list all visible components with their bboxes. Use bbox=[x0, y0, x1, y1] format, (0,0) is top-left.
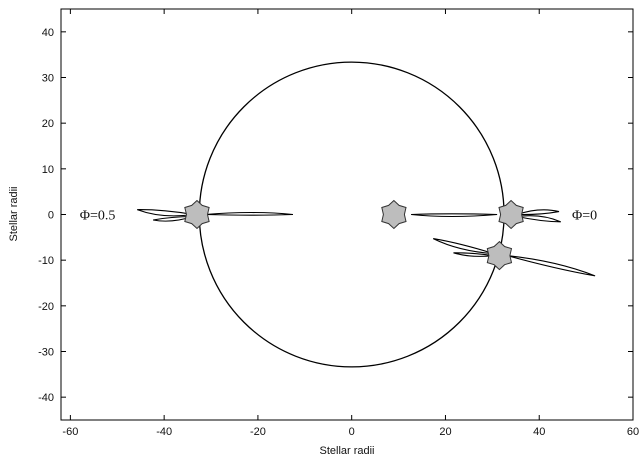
y-tick-label: 30 bbox=[42, 73, 54, 85]
lobe-long-right bbox=[204, 211, 294, 216]
x-tick-label: 60 bbox=[627, 426, 639, 438]
y-tick-label: 20 bbox=[42, 118, 54, 130]
x-tick-label: 40 bbox=[533, 426, 545, 438]
stars bbox=[184, 199, 524, 271]
phase-label: Φ=0 bbox=[572, 209, 597, 224]
lobe-upleft bbox=[432, 238, 494, 255]
plot-frame-group bbox=[60, 8, 634, 421]
lobe-right-lower bbox=[516, 215, 561, 223]
x-axis-title: Stellar radii bbox=[319, 445, 374, 457]
plot-frame bbox=[60, 8, 634, 421]
y-tick-label: 0 bbox=[48, 210, 54, 222]
emission-lobes bbox=[136, 209, 596, 277]
star-marker bbox=[498, 199, 524, 230]
lobe-left-small bbox=[453, 252, 494, 257]
lobe-long-downright bbox=[507, 255, 596, 277]
lobe-left-lower bbox=[153, 215, 194, 222]
y-tick-label: -20 bbox=[38, 301, 54, 313]
y-tick-label: 10 bbox=[42, 164, 54, 176]
y-tick-label: -10 bbox=[38, 255, 54, 267]
lobe-right-upper bbox=[516, 209, 560, 216]
y-ticks: -40 -30 -20 -10 0 10 20 30 40 bbox=[38, 27, 633, 404]
y-tick-label: 40 bbox=[42, 27, 54, 39]
star-marker bbox=[486, 240, 513, 271]
x-tick-label: 0 bbox=[349, 426, 355, 438]
phase-label: Φ=0.5 bbox=[80, 209, 116, 224]
x-tick-label: -20 bbox=[250, 426, 266, 438]
star-marker bbox=[381, 199, 407, 230]
y-axis-title: Stellar radii bbox=[8, 186, 20, 241]
star-marker bbox=[184, 199, 210, 230]
annotations: Φ=0.5 Φ=0 bbox=[80, 209, 597, 224]
x-ticks: -60 -40 -20 0 20 40 60 bbox=[62, 9, 639, 438]
y-tick-label: -30 bbox=[38, 347, 54, 359]
lobe-left-upper bbox=[136, 209, 194, 217]
y-tick-label: -40 bbox=[38, 392, 54, 404]
x-tick-label: -60 bbox=[62, 426, 78, 438]
x-tick-label: -40 bbox=[156, 426, 172, 438]
x-tick-label: 20 bbox=[439, 426, 451, 438]
lobe-long-left bbox=[411, 213, 498, 218]
orbit-circle bbox=[198, 61, 505, 368]
